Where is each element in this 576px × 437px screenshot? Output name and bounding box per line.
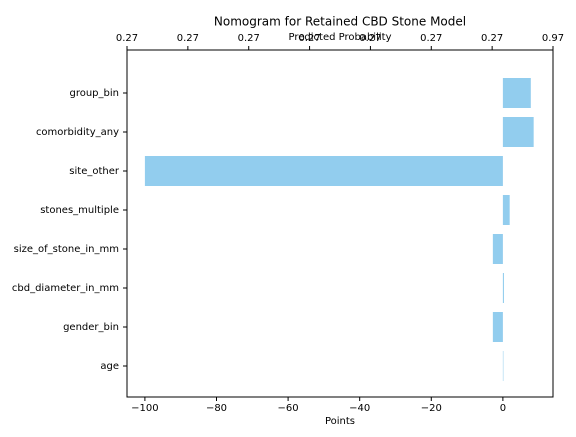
x2-axis-label: Predicted Probability — [289, 32, 392, 43]
x-axis-label: Points — [325, 416, 355, 427]
x-tick-label: −60 — [278, 403, 299, 414]
y-tick-label: site_other — [69, 166, 120, 177]
x-tick-label: 0 — [500, 403, 506, 414]
x2-tick-label: 0.27 — [481, 33, 503, 44]
x-tick-label: −20 — [421, 403, 442, 414]
x2-tick-label: 0.27 — [177, 33, 199, 44]
bar — [502, 195, 510, 225]
bar — [502, 351, 504, 381]
y-tick-label: age — [100, 361, 119, 372]
y-tick-label: group_bin — [69, 88, 119, 99]
x-tick-label: −80 — [206, 403, 227, 414]
y-tick-label: gender_bin — [63, 322, 119, 333]
bar — [502, 117, 534, 147]
bar — [144, 156, 503, 186]
y-tick-label: stones_multiple — [40, 205, 119, 216]
plot-frame — [126, 49, 554, 398]
y-tick-label: comorbidity_any — [36, 127, 119, 138]
x2-tick-label: 0.27 — [420, 33, 442, 44]
x-tick-label: −40 — [349, 403, 370, 414]
bar — [492, 234, 503, 264]
chart-title: Nomogram for Retained CBD Stone Model — [214, 15, 466, 29]
bar — [492, 312, 503, 342]
x2-tick-label: 0.27 — [116, 33, 138, 44]
x2-tick-label: 0.97 — [542, 33, 564, 44]
x2-tick-label: 0.27 — [238, 33, 260, 44]
x2-tick-label: 0.27 — [298, 33, 320, 44]
bar — [502, 78, 531, 108]
y-tick-label: cbd_diameter_in_mm — [12, 283, 119, 294]
bar — [502, 273, 504, 303]
x2-tick-label: 0.27 — [359, 33, 381, 44]
x-tick-label: −100 — [131, 403, 158, 414]
y-tick-label: size_of_stone_in_mm — [14, 244, 119, 255]
